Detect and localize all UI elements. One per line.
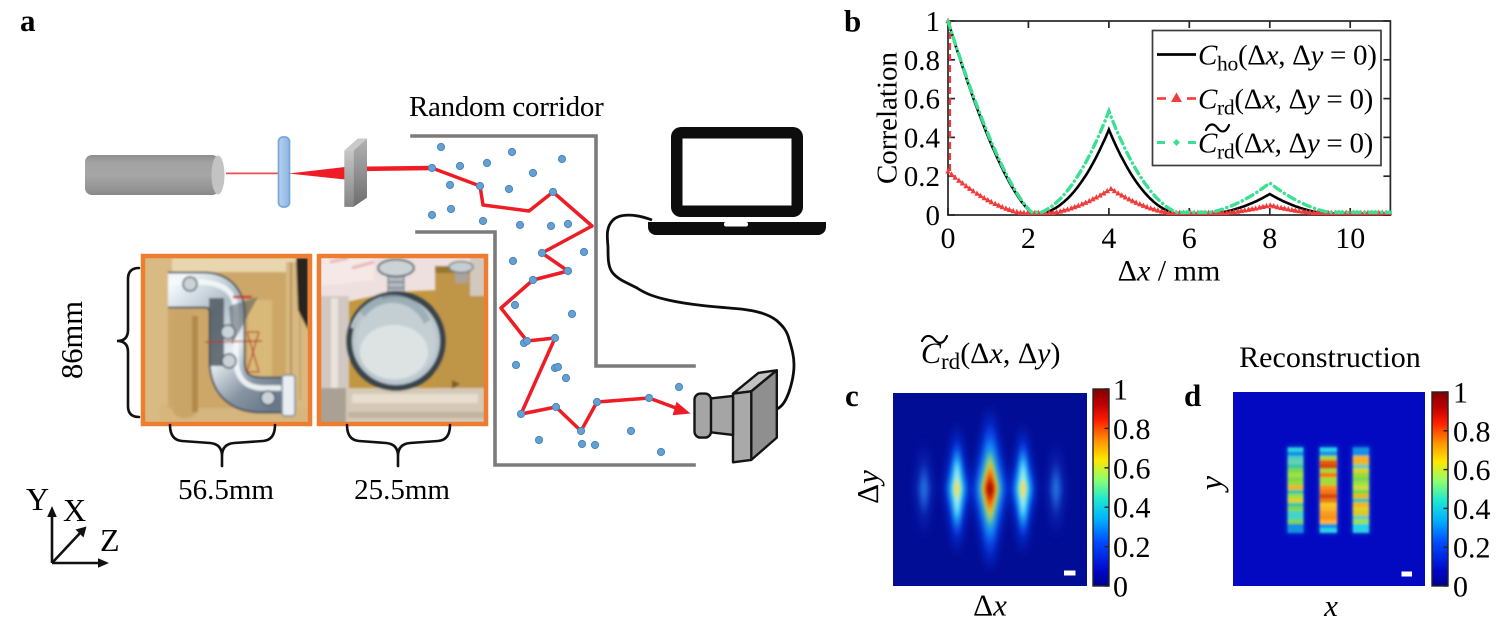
svg-text:Y: Y: [26, 481, 49, 517]
svg-text:Reconstruction: Reconstruction: [1239, 341, 1421, 374]
svg-text:0.4: 0.4: [1453, 493, 1491, 526]
svg-text:d: d: [1184, 378, 1201, 413]
svg-text:x: x: [1323, 588, 1338, 623]
svg-text:0.8: 0.8: [1113, 413, 1151, 446]
svg-text:a: a: [20, 3, 36, 38]
svg-text:0.6: 0.6: [1113, 452, 1151, 485]
svg-text:0: 0: [941, 222, 956, 255]
svg-text:0.8: 0.8: [904, 45, 940, 77]
svg-text:c: c: [845, 378, 859, 413]
svg-text:10: 10: [1335, 222, 1365, 255]
svg-text:0.4: 0.4: [1113, 492, 1151, 525]
svg-text:Crd(Δx, Δy = 0): Crd(Δx, Δy = 0): [1198, 128, 1373, 164]
svg-text:X: X: [63, 492, 86, 528]
svg-text:0.2: 0.2: [1113, 531, 1151, 564]
svg-text:8: 8: [1262, 222, 1277, 255]
svg-text:0.2: 0.2: [904, 161, 940, 193]
svg-text:Crd(Δx, Δy): Crd(Δx, Δy): [921, 337, 1060, 374]
svg-text:y: y: [1192, 475, 1228, 493]
svg-text:0: 0: [1113, 571, 1128, 604]
svg-text:Random corridor: Random corridor: [409, 91, 604, 123]
svg-text:1: 1: [1453, 377, 1468, 410]
svg-text:0.6: 0.6: [1453, 454, 1491, 487]
svg-text:Δx: Δx: [973, 588, 1007, 623]
svg-text:0.2: 0.2: [1453, 532, 1491, 565]
svg-text:1: 1: [1113, 374, 1128, 407]
svg-text:b: b: [844, 4, 861, 39]
svg-text:Cho(Δx, Δy = 0): Cho(Δx, Δy = 0): [1198, 40, 1377, 76]
svg-text:Correlation: Correlation: [872, 51, 904, 184]
svg-text:0.4: 0.4: [904, 122, 941, 154]
svg-text:6: 6: [1182, 222, 1197, 255]
svg-text:Z: Z: [100, 522, 120, 558]
svg-text:Δy: Δy: [850, 470, 885, 504]
svg-text:0.6: 0.6: [904, 84, 940, 116]
svg-text:25.5mm: 25.5mm: [354, 474, 450, 506]
svg-text:4: 4: [1101, 222, 1116, 255]
svg-text:56.5mm: 56.5mm: [178, 474, 274, 506]
svg-text:0: 0: [1453, 571, 1468, 604]
svg-text:86mm: 86mm: [55, 301, 89, 379]
svg-text:Crd(Δx, Δy = 0): Crd(Δx, Δy = 0): [1198, 84, 1373, 120]
svg-text:0.8: 0.8: [1453, 415, 1491, 448]
svg-text:0: 0: [926, 200, 941, 232]
svg-text:2: 2: [1021, 222, 1036, 255]
svg-text:Δx / mm: Δx / mm: [1118, 255, 1221, 288]
svg-text:1: 1: [926, 6, 941, 38]
